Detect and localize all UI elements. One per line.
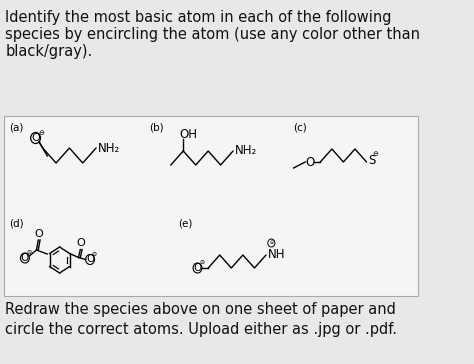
Text: O: O <box>34 229 43 239</box>
FancyBboxPatch shape <box>4 116 418 296</box>
Text: OH: OH <box>180 128 198 142</box>
Text: black/gray).: black/gray). <box>5 44 92 59</box>
Text: ⊖: ⊖ <box>38 130 44 136</box>
Text: NH₂: NH₂ <box>98 142 120 154</box>
Text: species by encircling the atom (use any color other than: species by encircling the atom (use any … <box>5 27 420 42</box>
Text: ⊖: ⊖ <box>200 261 205 265</box>
Text: (d): (d) <box>9 218 24 228</box>
Text: O: O <box>31 133 40 143</box>
Text: Identify the most basic atom in each of the following: Identify the most basic atom in each of … <box>5 10 392 25</box>
Text: O: O <box>193 263 201 273</box>
Text: NH₂: NH₂ <box>235 145 257 158</box>
Text: NH: NH <box>268 249 285 261</box>
Text: ⊖: ⊖ <box>373 151 378 157</box>
Text: ⊖: ⊖ <box>27 250 32 256</box>
Text: (c): (c) <box>293 122 307 132</box>
Text: (e): (e) <box>178 218 192 228</box>
Text: O: O <box>21 253 29 263</box>
Text: ⊖: ⊖ <box>92 252 97 257</box>
Text: O: O <box>305 155 314 169</box>
Text: S: S <box>368 154 376 167</box>
Text: circle the correct atoms. Upload either as .jpg or .pdf.: circle the correct atoms. Upload either … <box>5 322 397 337</box>
Text: Redraw the species above on one sheet of paper and: Redraw the species above on one sheet of… <box>5 302 396 317</box>
Text: O: O <box>86 254 94 265</box>
Text: ⊖: ⊖ <box>269 241 273 245</box>
Text: (b): (b) <box>149 122 164 132</box>
Text: (a): (a) <box>9 122 23 132</box>
Text: O: O <box>76 238 85 249</box>
